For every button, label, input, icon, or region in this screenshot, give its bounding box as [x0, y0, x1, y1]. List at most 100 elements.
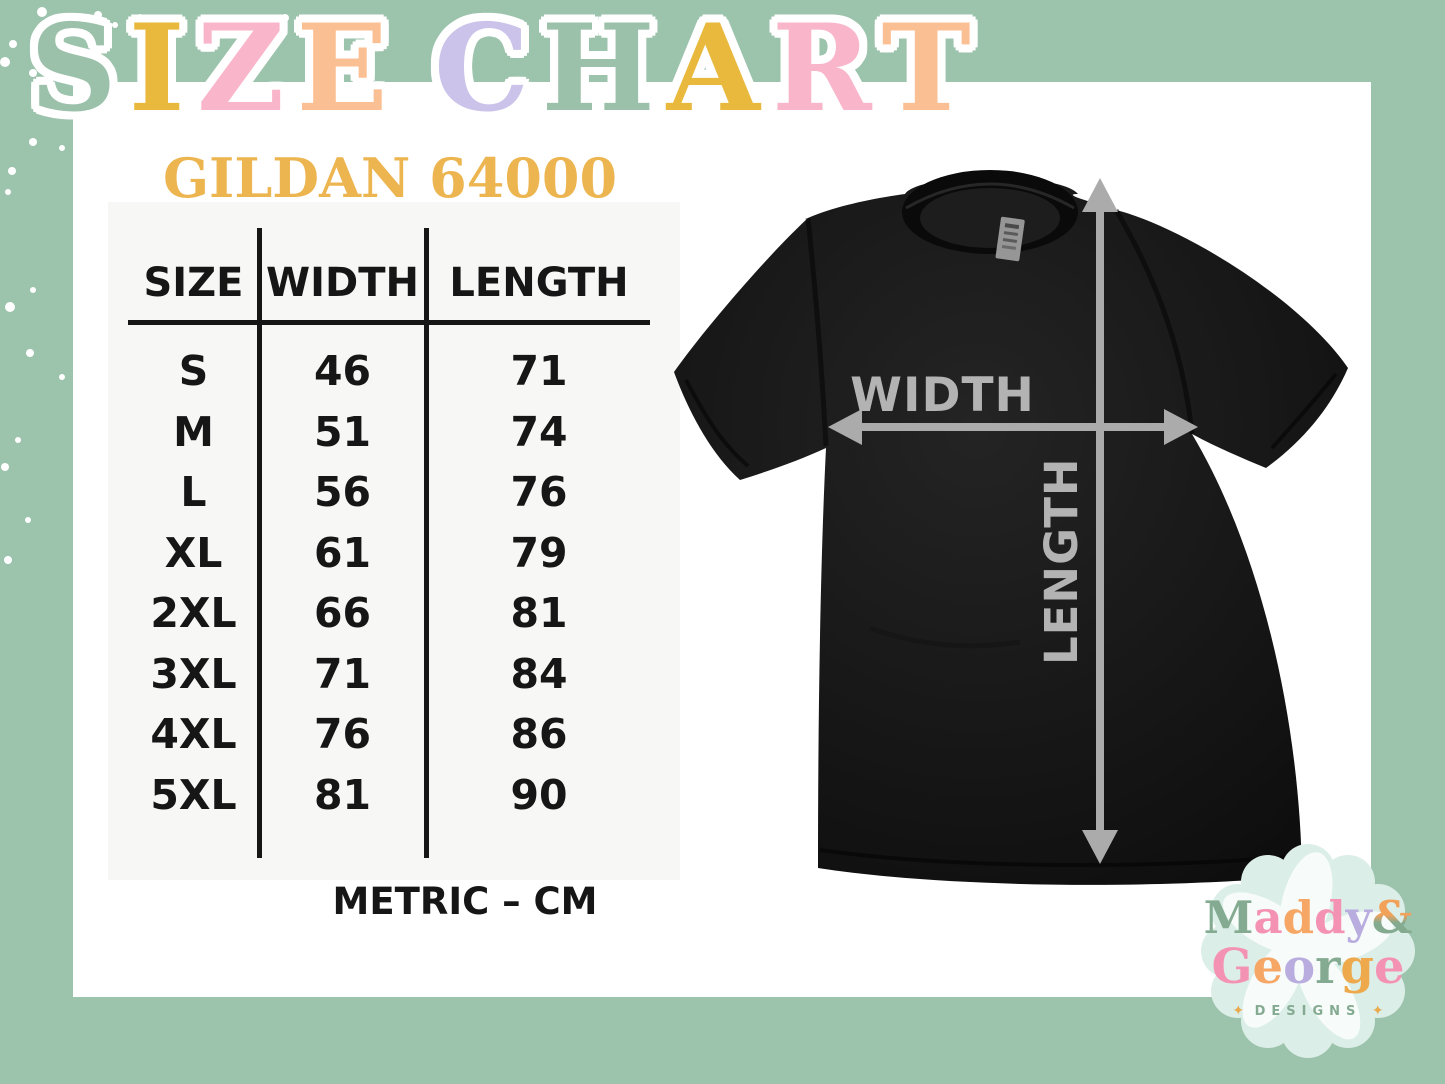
width-cell: 76 [313, 710, 372, 758]
table-header-row: SIZE WIDTH LENGTH [128, 252, 652, 314]
size-cell: L [180, 468, 207, 516]
confetti-dot [137, 14, 143, 20]
width-cell: 81 [313, 770, 372, 819]
length-cell: 79 [510, 528, 568, 577]
logo-letter: r [1315, 939, 1341, 995]
title-letter: Z [196, 0, 297, 139]
table-row: M 51 74 [128, 402, 652, 463]
title-letter: C [433, 0, 542, 139]
length-cell: 71 [510, 347, 568, 395]
confetti-dot [5, 302, 15, 312]
length-arrowhead-top [1082, 178, 1118, 212]
tshirt-svg [674, 170, 1348, 885]
table-divider-left [257, 228, 262, 858]
table-body: S 46 71 M 51 74 L 56 76 XL 61 79 2XL 66 81 3XL 71 84 4XL 76… [128, 341, 652, 825]
column-header-length: LENGTH [449, 260, 629, 306]
logo-letter: d [1282, 891, 1315, 944]
logo-name-line2: George [1188, 943, 1428, 991]
left-sleeve-seam [805, 217, 829, 447]
title-letter: I [128, 0, 197, 139]
size-cell: XL [164, 528, 223, 577]
logo-letter: G [1211, 939, 1253, 995]
width-cell: 46 [313, 347, 372, 395]
table-row: 2XL 66 81 [128, 583, 652, 644]
length-cell: 84 [510, 649, 568, 698]
page-title: SIZE CHART [30, 0, 983, 138]
sparkle-icon: ✦ [1232, 1003, 1245, 1019]
logo-name-line1: Maddy& [1188, 895, 1428, 940]
length-cell: 76 [510, 468, 568, 516]
width-measure-label: WIDTH [850, 368, 1035, 423]
confetti-dot [112, 22, 118, 28]
logo-tagline-text: DESIGNS [1254, 1004, 1362, 1019]
size-cell: S [178, 347, 209, 395]
size-cell: 3XL [150, 649, 237, 698]
logo-letter: e [1252, 939, 1284, 995]
size-cell: 2XL [150, 589, 237, 637]
table-row: S 46 71 [128, 341, 652, 402]
width-cell: 51 [313, 407, 372, 456]
width-cell: 61 [313, 528, 372, 577]
title-letter: S [30, 0, 129, 139]
length-cell: 81 [510, 589, 568, 637]
width-cell: 56 [313, 468, 372, 516]
confetti-dot [15, 437, 21, 443]
table-divider-right [424, 228, 429, 858]
neck-tag [995, 216, 1025, 262]
title-letter: E [296, 0, 400, 139]
size-cell: 4XL [150, 710, 237, 758]
logo-letter: o [1283, 939, 1316, 995]
confetti-dot [37, 7, 47, 17]
width-arrowhead-right [1164, 409, 1198, 445]
confetti-dot [4, 556, 12, 564]
confetti-dot [29, 138, 37, 146]
size-cell: 5XL [150, 770, 237, 819]
length-arrowhead-bottom [1082, 830, 1118, 864]
table-background-panel [108, 202, 680, 880]
column-header-width: WIDTH [266, 260, 419, 306]
logo-letter: M [1203, 891, 1254, 944]
confetti-dot [59, 374, 65, 380]
confetti-dot [8, 167, 16, 175]
brand-badge: Maddy& George ✦ DESIGNS ✦ [1188, 843, 1428, 1068]
bottom-hem [819, 848, 1299, 868]
title-letter [400, 0, 434, 138]
measurement-arrows [828, 178, 1198, 864]
length-cell: 90 [510, 770, 568, 819]
subtitle-product-name: GILDAN 64000 [162, 146, 618, 210]
confetti-dot [311, 26, 317, 32]
confetti-dot [1, 463, 9, 471]
logo-letter: g [1340, 939, 1374, 995]
column-header-size: SIZE [143, 260, 244, 306]
size-cell: M [173, 407, 214, 456]
confetti-dot [5, 189, 11, 195]
width-cell: 71 [313, 649, 372, 698]
confetti-dot [40, 39, 46, 45]
title-letter: A [666, 0, 772, 139]
width-arrowhead-left [828, 409, 862, 445]
table-row: 4XL 76 86 [128, 704, 652, 765]
confetti-dot [59, 145, 65, 151]
logo-tagline: ✦ DESIGNS ✦ [1188, 1003, 1428, 1019]
table-row: XL 61 79 [128, 523, 652, 584]
logo-letter: y [1345, 891, 1372, 944]
title-letter: T [881, 0, 983, 139]
table-header-rule [128, 320, 650, 325]
logo-letter: & [1371, 891, 1413, 944]
right-sleeve-seam [1113, 208, 1195, 435]
logo-letter: a [1253, 891, 1283, 944]
table-row: L 56 76 [128, 462, 652, 523]
title-letter: R [771, 0, 882, 139]
tshirt-body [674, 177, 1348, 885]
length-measure-label: LENGTH [1035, 457, 1088, 665]
confetti-dot [94, 11, 102, 19]
confetti-dot [26, 349, 34, 357]
logo-letter: d [1314, 891, 1346, 944]
flower-graphic [1223, 852, 1394, 1040]
badge-scallop [1201, 844, 1415, 1058]
confetti-dot [25, 517, 31, 523]
unit-note: METRIC – CM [332, 880, 598, 923]
fabric-fold [869, 625, 1021, 649]
width-cell: 66 [313, 589, 372, 637]
length-cell: 86 [510, 710, 568, 758]
